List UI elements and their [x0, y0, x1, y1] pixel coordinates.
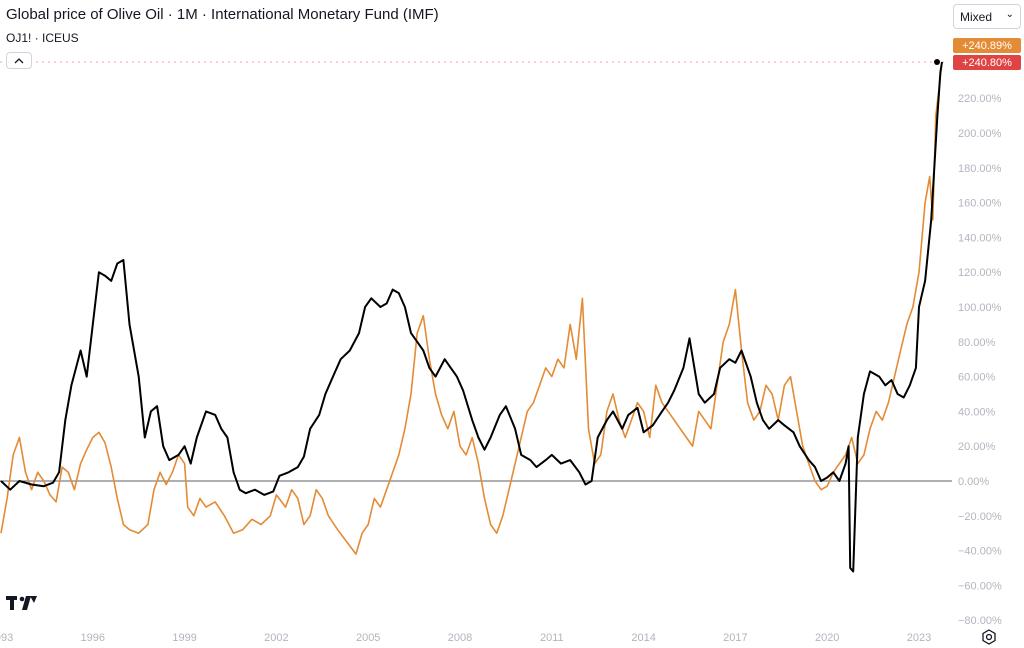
- x-axis: 1993 1996 1999 2002 2005 2008 2011 2014 2017 2020…: [0, 632, 931, 644]
- y-tick-label: 0.00%: [958, 476, 989, 488]
- scale-mode-select[interactable]: Mixed ⌄: [953, 4, 1021, 29]
- x-tick-label: 1996: [81, 632, 105, 644]
- y-axis: 220.00% 200.00% 180.00% 160.00% 140.00% 120.0…: [958, 93, 1002, 627]
- y-tick-label: −40.00%: [958, 546, 1002, 558]
- settings-icon[interactable]: [980, 628, 998, 646]
- y-tick-label: 120.00%: [958, 267, 1002, 279]
- x-tick-label: 2008: [448, 632, 472, 644]
- x-tick-label: 2011: [540, 632, 564, 644]
- y-tick-label: 100.00%: [958, 302, 1002, 314]
- y-tick-label: −20.00%: [958, 511, 1002, 523]
- x-tick-label: 1999: [172, 632, 196, 644]
- y-tick-label: 40.00%: [958, 406, 996, 418]
- y-tick-label: 60.00%: [958, 372, 996, 384]
- last-point-marker: [934, 59, 940, 65]
- chevron-down-icon: ⌄: [1005, 9, 1014, 20]
- tradingview-logo-icon[interactable]: [6, 594, 38, 612]
- olive-oil-series-line[interactable]: [0, 61, 943, 573]
- chart-title: Global price of Olive Oil · 1M · Interna…: [6, 6, 439, 23]
- series-layer: [0, 61, 943, 573]
- y-tick-label: 180.00%: [958, 163, 1002, 175]
- chevron-up-icon: [14, 57, 24, 63]
- collapse-legend-button[interactable]: [6, 52, 32, 69]
- x-tick-label: 2005: [356, 632, 380, 644]
- x-tick-label: 2002: [264, 632, 288, 644]
- x-tick-label: 2014: [631, 632, 655, 644]
- y-tick-label: 80.00%: [958, 337, 996, 349]
- y-tick-label: 20.00%: [958, 441, 996, 453]
- x-tick-label: 1993: [0, 632, 13, 644]
- y-tick-label: 160.00%: [958, 198, 1002, 210]
- scale-mode-value: Mixed: [960, 9, 993, 24]
- y-tick-label: 220.00%: [958, 93, 1002, 105]
- y-tick-label: 200.00%: [958, 128, 1002, 140]
- olive-last-value-badge: +240.80%: [953, 55, 1021, 70]
- oj-series-line[interactable]: [0, 61, 943, 555]
- oj-last-value-badge: +240.89%: [953, 38, 1021, 53]
- x-tick-label: 2017: [723, 632, 747, 644]
- y-tick-label: −60.00%: [958, 580, 1002, 592]
- y-tick-label: 140.00%: [958, 232, 1002, 244]
- y-tick-label: −80.00%: [958, 615, 1002, 627]
- x-tick-label: 2020: [815, 632, 839, 644]
- x-tick-label: 2023: [907, 632, 931, 644]
- secondary-series-legend[interactable]: OJ1! · ICEUS: [6, 31, 79, 45]
